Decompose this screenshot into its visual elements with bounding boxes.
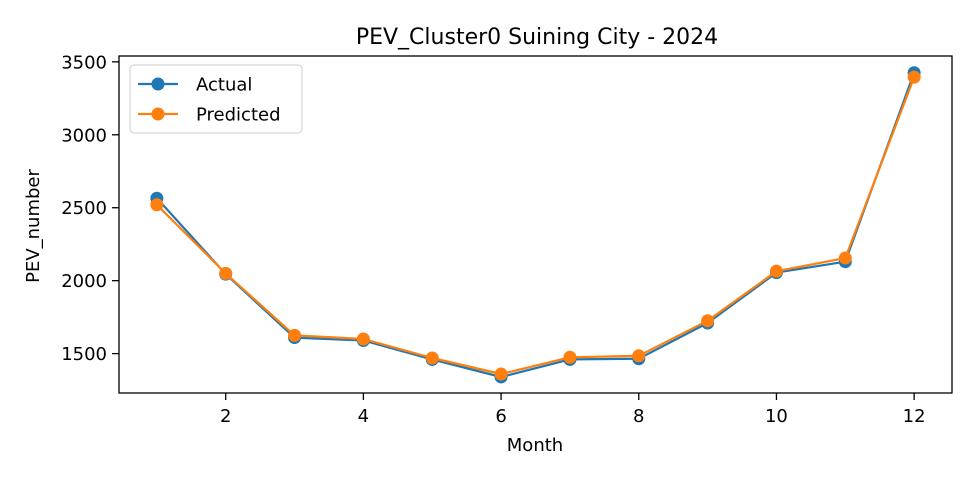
x-axis-label: Month — [507, 435, 563, 456]
x-tick-label: 6 — [495, 406, 506, 427]
x-tick-label: 4 — [358, 406, 369, 427]
data-point — [494, 367, 508, 381]
data-point — [769, 264, 783, 278]
x-tick-label: 12 — [903, 406, 926, 427]
data-point — [838, 251, 852, 265]
y-axis-label: PEV_number — [23, 169, 44, 283]
data-point — [907, 70, 921, 84]
series-line — [156, 72, 916, 379]
data-point — [425, 351, 439, 365]
x-axis: 2 4 6 8 10 12 — [220, 393, 926, 427]
legend-box — [129, 64, 303, 134]
y-axis: 1500 2000 2500 3000 3500 — [61, 52, 119, 365]
y-tick-label: 3500 — [61, 52, 107, 73]
legend-marker — [151, 77, 165, 91]
x-tick-label: 8 — [633, 406, 644, 427]
y-tick-label: 2000 — [61, 271, 107, 292]
data-point — [632, 349, 646, 363]
data-point — [288, 328, 302, 342]
plot-area — [118, 55, 953, 394]
legend-label: Actual — [196, 75, 252, 96]
data-point — [356, 332, 370, 346]
y-tick-label: 1500 — [61, 344, 107, 365]
legend-marker — [151, 107, 165, 121]
plot-frame — [118, 55, 953, 394]
legend-label: Predicted — [196, 105, 281, 126]
data-point — [219, 266, 233, 280]
y-tick-label: 2500 — [61, 198, 107, 219]
data-point — [563, 350, 577, 364]
series-layer — [150, 66, 921, 384]
x-tick-label: 2 — [220, 406, 231, 427]
data-point — [150, 198, 164, 212]
series-predicted — [150, 70, 921, 381]
data-point — [701, 314, 715, 328]
series-line — [156, 76, 916, 376]
legend: Actual Predicted — [129, 64, 303, 134]
chart-title: PEV_Cluster0 Suining City - 2024 — [356, 25, 718, 50]
y-tick-label: 3000 — [61, 125, 107, 146]
x-tick-label: 10 — [765, 406, 788, 427]
